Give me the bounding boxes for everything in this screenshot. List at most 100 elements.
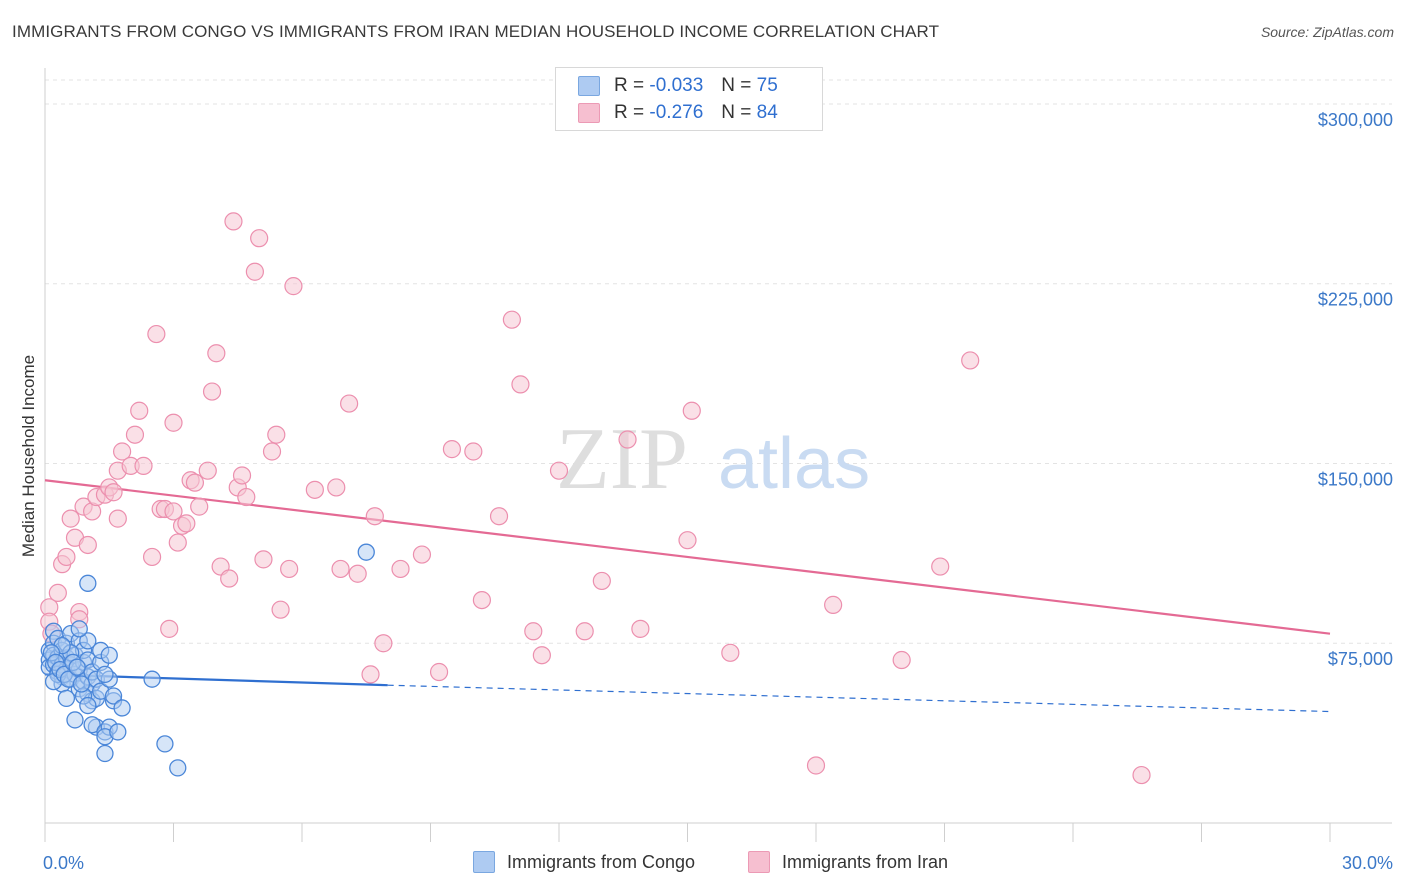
iran-point	[207, 344, 226, 363]
iran-point	[168, 533, 187, 552]
iran-point	[365, 507, 384, 526]
iran-point	[575, 622, 594, 641]
iran-point	[532, 646, 551, 665]
source-label: Source: ZipAtlas.com	[1260, 24, 1394, 40]
legend-n-label: N =	[721, 102, 752, 123]
iran-point	[327, 478, 346, 497]
congo-point	[109, 723, 127, 741]
iran-point	[361, 665, 380, 684]
legend-r-value: -0.276	[649, 102, 704, 123]
iran-point	[177, 514, 196, 533]
iran-point	[245, 262, 264, 281]
iran-point	[348, 564, 367, 583]
legend-r-label: R =	[614, 102, 645, 123]
iran-point	[592, 571, 611, 591]
correlation-legend: R = -0.033 N = 75 R = -0.276 N = 84	[555, 67, 823, 131]
iran-point	[524, 622, 543, 641]
congo-point	[169, 759, 187, 777]
watermark-atlas: atlas	[718, 424, 870, 504]
iran-point	[267, 425, 286, 444]
iran-point	[271, 600, 290, 619]
iran-point	[104, 483, 123, 502]
y-tick-label: $300,000	[1318, 110, 1393, 130]
iran-point	[305, 480, 324, 499]
y-axis-label: Median Household Income	[19, 355, 38, 557]
congo-trend-extension	[387, 684, 1331, 713]
iran-point	[472, 590, 491, 610]
iran-point	[220, 569, 239, 588]
iran-point	[412, 545, 432, 564]
iran-point	[237, 487, 256, 507]
iran-point	[280, 559, 299, 579]
congo-point	[104, 687, 123, 705]
x-tick-labels: 0.0% 30.0%	[43, 853, 1393, 873]
iran-point	[489, 507, 509, 526]
iran-point	[824, 595, 843, 614]
iran-point	[48, 583, 67, 603]
bottom-legend-label-iran: Immigrants from Iran	[782, 851, 949, 872]
watermark-zip: ZIP	[556, 411, 688, 508]
congo-point	[100, 646, 118, 664]
iran-point	[721, 643, 740, 662]
x-tick-label: 30.0%	[1342, 853, 1393, 873]
congo-point	[70, 620, 88, 638]
legend-row-iran: R = -0.276 N = 84	[578, 100, 778, 126]
iran-point	[198, 461, 217, 480]
y-tick-label: $75,000	[1328, 649, 1393, 669]
iran-point	[250, 229, 269, 248]
iran-point	[806, 756, 826, 775]
legend-swatch-congo	[578, 76, 600, 96]
watermark: ZIP atlas	[556, 411, 870, 508]
congo-point	[79, 632, 97, 650]
iran-point	[134, 456, 153, 475]
iran-point	[232, 466, 252, 485]
legend-n-value: 84	[756, 102, 778, 123]
iran-point	[142, 547, 162, 567]
bottom-legend-label-congo: Immigrants from Congo	[507, 851, 696, 872]
congo-point	[357, 543, 375, 561]
iran-point	[125, 425, 145, 444]
iran-point	[511, 375, 530, 394]
chart-title: IMMIGRANTS FROM CONGO VS IMMIGRANTS FROM…	[12, 22, 940, 41]
iran-point	[391, 559, 410, 579]
bottom-legend-swatch-iran	[748, 851, 770, 873]
axes	[44, 68, 1392, 842]
iran-point	[202, 382, 222, 401]
congo-point	[57, 689, 76, 708]
legend-row-congo: R = -0.033 N = 75	[578, 73, 778, 99]
iran-point	[160, 619, 179, 638]
iran-point	[185, 473, 205, 492]
congo-point	[83, 716, 101, 734]
bottom-legend-swatch-congo	[473, 851, 495, 873]
congo-point	[66, 711, 84, 729]
iran-point	[147, 324, 166, 344]
congo-point	[143, 670, 161, 688]
iran-point	[57, 547, 76, 567]
legend-n-label: N =	[721, 75, 752, 96]
congo-point	[72, 675, 91, 693]
iran-point	[190, 497, 209, 516]
congo-point	[96, 744, 114, 763]
legend-r-label: R =	[614, 75, 645, 96]
iran-point	[331, 559, 350, 579]
iran-point	[78, 535, 97, 555]
iran-point	[164, 502, 183, 521]
iran-point	[374, 634, 393, 653]
iran-point	[130, 401, 149, 420]
iran-point	[892, 650, 911, 670]
congo-point	[79, 696, 97, 715]
y-tick-labels: $75,000 $150,000 $225,000 $300,000	[1318, 110, 1393, 669]
iran-point	[108, 509, 127, 528]
congo-point	[156, 735, 174, 753]
iran-point	[262, 442, 282, 461]
iran-point	[618, 430, 637, 449]
y-tick-label: $225,000	[1318, 290, 1393, 310]
iran-point	[678, 531, 697, 550]
legend-n-value: 75	[756, 75, 778, 96]
iran-point	[112, 442, 132, 461]
iran-point	[961, 351, 980, 370]
x-tick-label: 0.0%	[43, 853, 84, 873]
iran-point	[442, 440, 462, 459]
iran-point	[224, 212, 243, 231]
